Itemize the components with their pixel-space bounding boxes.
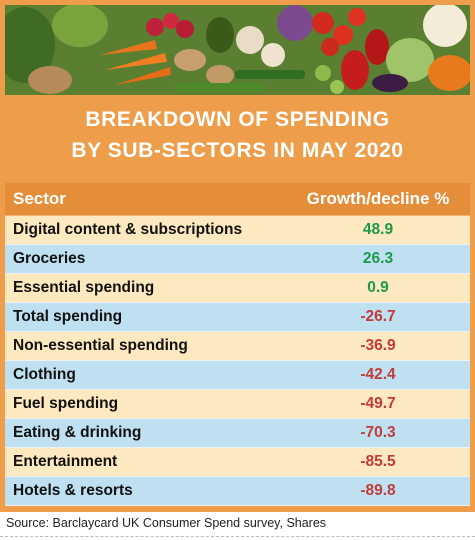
sector-cell: Hotels & resorts xyxy=(13,482,133,499)
sector-cell: Groceries xyxy=(13,250,86,267)
sector-cell: Essential spending xyxy=(13,279,155,296)
table-row: Groceries 26.3 xyxy=(5,245,470,274)
column-header-growth: Growth/decline % xyxy=(306,189,450,208)
table-header: Sector Growth/decline % xyxy=(5,183,470,216)
table-row: Eating & drinking -70.3 xyxy=(5,419,470,448)
table-row: Fuel spending -49.7 xyxy=(5,390,470,419)
growth-value-cell: 0.9 xyxy=(367,279,389,296)
sector-cell: Clothing xyxy=(13,366,76,383)
sector-cell: Total spending xyxy=(13,308,123,325)
growth-value-cell: -70.3 xyxy=(360,424,396,441)
table-row: Digital content & subscriptions 48.9 xyxy=(5,216,470,245)
table-row: Essential spending 0.9 xyxy=(5,274,470,303)
source-divider xyxy=(0,536,475,537)
chart-title: BREAKDOWN OF SPENDING BY SUB-SECTORS IN … xyxy=(0,104,475,166)
table-row: Entertainment -85.5 xyxy=(5,448,470,477)
source-note: Source: Barclaycard UK Consumer Spend su… xyxy=(6,516,327,530)
sector-cell: Entertainment xyxy=(13,453,118,470)
sector-cell: Digital content & subscriptions xyxy=(13,221,243,238)
growth-value-cell: -49.7 xyxy=(360,395,396,412)
column-header-sector: Sector xyxy=(13,189,66,208)
table-row: Non-essential spending -36.9 xyxy=(5,332,470,361)
growth-value-cell: -85.5 xyxy=(360,453,396,470)
growth-value-cell: -36.9 xyxy=(360,337,396,354)
title-line-2: BY SUB-SECTORS IN MAY 2020 xyxy=(71,139,404,162)
growth-value-cell: 26.3 xyxy=(362,250,394,267)
spending-table: Sector Growth/decline % Digital content … xyxy=(5,183,470,506)
table-body: Digital content & subscriptions 48.9 Groce… xyxy=(5,216,470,506)
sector-cell: Non-essential spending xyxy=(13,337,188,354)
vegetables-illustration xyxy=(5,5,470,95)
sector-cell: Fuel spending xyxy=(13,395,119,412)
growth-value-cell: -42.4 xyxy=(360,366,396,383)
sector-cell: Eating & drinking xyxy=(13,424,142,441)
growth-value-cell: 48.9 xyxy=(362,221,394,238)
growth-value-cell: -26.7 xyxy=(360,308,396,325)
growth-value-cell: -89.8 xyxy=(360,482,396,499)
title-line-1: BREAKDOWN OF SPENDING xyxy=(85,108,390,131)
infographic-frame: BREAKDOWN OF SPENDING BY SUB-SECTORS IN … xyxy=(0,0,475,512)
table-row: Total spending -26.7 xyxy=(5,303,470,332)
table-row: Clothing -42.4 xyxy=(5,361,470,390)
table-row: Hotels & resorts -89.8 xyxy=(5,477,470,506)
vegetables-photo xyxy=(5,5,470,95)
